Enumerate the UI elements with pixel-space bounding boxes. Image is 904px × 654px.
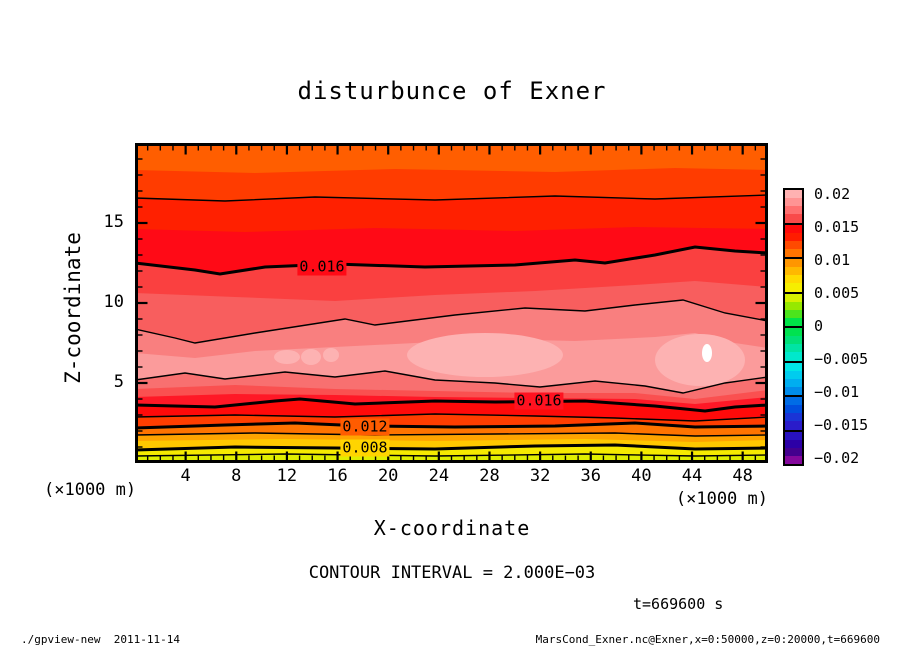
- colorbar-strip: [785, 386, 802, 395]
- tone-blob: [301, 349, 321, 365]
- colorbar-tick-label: −0.01: [814, 383, 860, 401]
- colorbar-strip: [785, 198, 802, 207]
- colorbar-tick-label: 0.01: [814, 251, 851, 269]
- colorbar: [783, 188, 804, 466]
- time-annotation: t=669600 s: [633, 595, 724, 613]
- colorbar-tick-label: −0.005: [814, 350, 869, 368]
- colorbar-strip: [785, 275, 802, 284]
- colorbar-block: [785, 429, 802, 464]
- x-tick-label: 4: [180, 466, 191, 486]
- colorbar-strip: [785, 293, 802, 302]
- x-tick-label: 32: [529, 466, 551, 486]
- colorbar-strip: [785, 352, 802, 361]
- colorbar-strip: [785, 370, 802, 379]
- colorbar-tick-label: 0.02: [814, 185, 851, 203]
- colorbar-strip: [785, 317, 802, 326]
- footer-data-source: MarsCond_Exner.nc@Exner,x=0:50000,z=0:20…: [535, 633, 880, 646]
- contour-value-label: 0.008: [340, 438, 390, 457]
- x-tick-label: 36: [580, 466, 601, 486]
- colorbar-strip: [785, 405, 802, 414]
- contour-line-thin: [134, 413, 769, 422]
- contour-value-label: 0.016: [297, 257, 347, 276]
- colorbar-strip: [785, 309, 802, 318]
- y-axis-label: Z-coordinate: [61, 232, 85, 384]
- colorbar-strip: [785, 447, 802, 456]
- colorbar-strip: [785, 328, 802, 337]
- colorbar-strip: [785, 190, 802, 199]
- colorbar-strip: [785, 248, 802, 257]
- x-tick-label: 8: [231, 466, 242, 486]
- colorbar-strip: [785, 455, 802, 464]
- colorbar-strip: [785, 344, 802, 353]
- colorbar-block: [785, 360, 802, 395]
- tone-blob: [274, 350, 300, 364]
- colorbar-strip: [785, 421, 802, 430]
- x-axis-label: X-coordinate: [373, 516, 531, 540]
- colorbar-block: [785, 326, 802, 361]
- contour-line-thick: [134, 245, 769, 276]
- contour-line-thin: [134, 194, 769, 202]
- x-axis-unit: (×1000 m): [675, 489, 768, 509]
- colorbar-strip: [785, 378, 802, 387]
- colorbar-strip: [785, 413, 802, 422]
- plot-frame: [135, 143, 768, 463]
- colorbar-strip: [785, 283, 802, 292]
- colorbar-strip: [785, 224, 802, 233]
- colorbar-strip: [785, 214, 802, 223]
- colorbar-strip: [785, 431, 802, 440]
- y-tick-label: 15: [103, 212, 124, 232]
- colorbar-block: [785, 190, 802, 223]
- colorbar-strip: [785, 232, 802, 241]
- contour-plot-canvas: [134, 143, 769, 463]
- x-tick-label: 40: [631, 466, 652, 486]
- y-tick-label: 10: [103, 292, 124, 312]
- colorbar-strip: [785, 336, 802, 345]
- colorbar-block: [785, 395, 802, 430]
- colorbar-tick-label: 0.015: [814, 218, 860, 236]
- x-tick-label: 24: [428, 466, 450, 486]
- colorbar-strip: [785, 240, 802, 249]
- colorbar-strip: [785, 267, 802, 276]
- tone-blob: [323, 348, 339, 362]
- contour-value-label: 0.012: [340, 417, 390, 436]
- contour-line-thick: [134, 421, 769, 430]
- colorbar-strip: [785, 206, 802, 215]
- colorbar-tick-label: −0.015: [814, 416, 869, 434]
- colorbar-tick-label: 0: [814, 317, 824, 335]
- colorbar-strip: [785, 362, 802, 371]
- contour-line-thick: [134, 443, 769, 452]
- colorbar-tick-label: −0.02: [814, 449, 860, 467]
- tone-blob: [655, 334, 745, 386]
- y-axis-unit: (×1000 m): [44, 480, 137, 500]
- colorbar-block: [785, 222, 802, 257]
- y-tick-label: 5: [113, 372, 124, 392]
- contour-value-label: 0.016: [514, 391, 564, 410]
- contour-line-thin: [134, 432, 769, 437]
- x-tick-label: 12: [276, 466, 298, 486]
- colorbar-block: [785, 257, 802, 292]
- x-tick-label: 28: [479, 466, 500, 486]
- x-tick-label: 48: [732, 466, 753, 486]
- contour-line-thick: [134, 397, 769, 413]
- contour-line-thin: [134, 370, 769, 394]
- colorbar-block: [785, 291, 802, 326]
- contour-line-thin: [134, 299, 769, 344]
- plot-title: disturbunce of Exner: [297, 77, 607, 105]
- colorbar-strip: [785, 301, 802, 310]
- colorbar-tick-label: 0.005: [814, 284, 860, 302]
- x-tick-label: 44: [681, 466, 703, 486]
- contour-interval-note: CONTOUR INTERVAL = 2.000E−03: [308, 563, 596, 583]
- footer-command-line: ./gpview-new 2011-11-14: [21, 633, 180, 646]
- colorbar-strip: [785, 397, 802, 406]
- x-tick-label: 20: [377, 466, 399, 486]
- colorbar-strip: [785, 259, 802, 268]
- colorbar-strip: [785, 439, 802, 448]
- contour-line-thin: [134, 453, 769, 457]
- tone-blob: [702, 344, 712, 362]
- tone-blob: [407, 333, 563, 377]
- x-tick-label: 16: [327, 466, 348, 486]
